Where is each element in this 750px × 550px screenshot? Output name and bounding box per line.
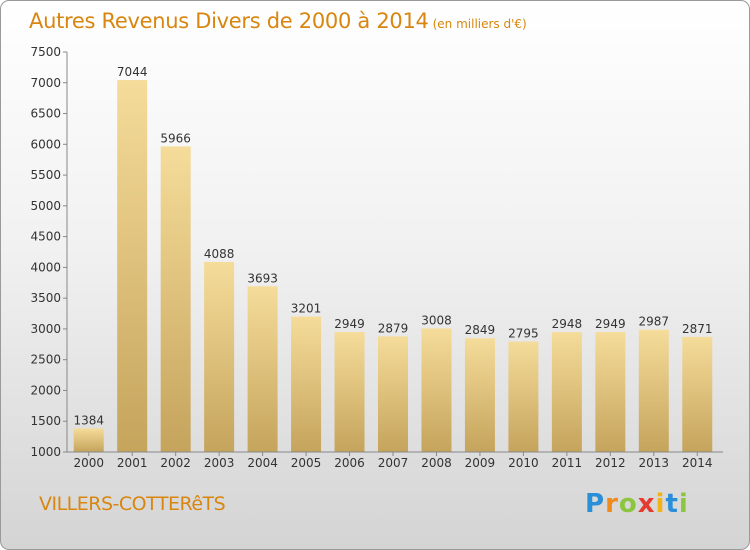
bar-value-label: 2849 (465, 323, 496, 337)
y-tick-label: 5500 (30, 168, 61, 182)
bar (421, 328, 452, 452)
bar (334, 332, 365, 452)
y-tick-label: 4500 (30, 230, 61, 244)
bar-value-label: 2795 (508, 327, 539, 341)
bar-value-label: 2871 (682, 322, 713, 336)
bar (204, 261, 235, 452)
bars-layer: 1384 7044 5966 4088 3693 3201 2949 2879 3008 2849… (73, 65, 713, 453)
bar-value-label: 3693 (247, 271, 278, 285)
x-tick-label: 2010 (508, 456, 539, 470)
x-tick-label: 2008 (421, 456, 452, 470)
logo-letter: r (605, 489, 619, 519)
bar-value-label: 2879 (378, 321, 409, 335)
logo-letter: P (585, 489, 606, 519)
y-tick-label: 4000 (30, 260, 61, 274)
x-tick-label: 2001 (117, 456, 148, 470)
logo-letter: i (655, 489, 666, 519)
x-tick-label: 2012 (595, 456, 626, 470)
x-tick-label: 2006 (334, 456, 365, 470)
y-tick-label: 3000 (30, 322, 61, 336)
y-tick-label: 7500 (30, 45, 61, 59)
bar-value-label: 2987 (639, 315, 670, 329)
bar (378, 336, 408, 452)
bar (508, 341, 539, 452)
bar-value-label: 7044 (117, 65, 148, 79)
bar-value-label: 2948 (552, 317, 583, 331)
bar (595, 332, 626, 452)
bar-value-label: 5966 (160, 131, 191, 145)
y-tick-label: 6500 (30, 107, 61, 121)
x-tick-label: 2003 (204, 456, 235, 470)
y-tick-label: 1500 (30, 414, 61, 428)
y-tick-label: 7000 (30, 76, 61, 90)
logo-letter: x (637, 489, 656, 519)
x-tick-label: 2005 (291, 456, 322, 470)
chart-title-text: Autres Revenus Divers de 2000 à 2014 (29, 9, 429, 33)
x-tick-label: 2011 (552, 456, 583, 470)
x-tick-label: 2009 (465, 456, 496, 470)
y-tick-label: 3500 (30, 291, 61, 305)
bar-value-label: 2949 (334, 317, 365, 331)
bar (73, 428, 104, 452)
y-tick-label: 1000 (30, 445, 61, 459)
x-tick-label: 2014 (682, 456, 713, 470)
bar-value-label: 3201 (291, 302, 322, 316)
y-tick-label: 2500 (30, 353, 61, 367)
logo-letter: i (678, 489, 689, 519)
bar (682, 336, 713, 452)
bar (291, 316, 322, 452)
x-tick-label: 2000 (73, 456, 104, 470)
bar (160, 146, 191, 452)
y-tick-label: 5000 (30, 199, 61, 213)
chart-subtitle: (en milliers d'€) (432, 17, 527, 31)
bar (464, 338, 495, 452)
y-tick-label: 2000 (30, 383, 61, 397)
logo-letter: t (665, 489, 679, 519)
bar-value-label: 4088 (204, 247, 235, 261)
bar-value-label: 1384 (73, 413, 104, 427)
bar (117, 80, 148, 453)
logo-letter: o (618, 489, 638, 519)
bar (638, 329, 669, 452)
proxiti-logo: Proxiti (585, 489, 689, 519)
bar-value-label: 2949 (595, 317, 626, 331)
y-tick-label: 6000 (30, 137, 61, 151)
chart-title: Autres Revenus Divers de 2000 à 2014 (en … (29, 9, 527, 33)
axes: 1000 1500 2000 2500 3000 3500 4000 4500 5000 5500… (30, 45, 723, 470)
x-tick-label: 2004 (247, 456, 278, 470)
bar (247, 286, 278, 452)
x-tick-label: 2007 (378, 456, 409, 470)
x-tick-label: 2002 (160, 456, 191, 470)
bar-value-label: 3008 (421, 313, 452, 327)
bar (551, 332, 582, 452)
x-tick-label: 2013 (639, 456, 670, 470)
place-name: VILLERS-COTTERêTS (39, 493, 226, 515)
